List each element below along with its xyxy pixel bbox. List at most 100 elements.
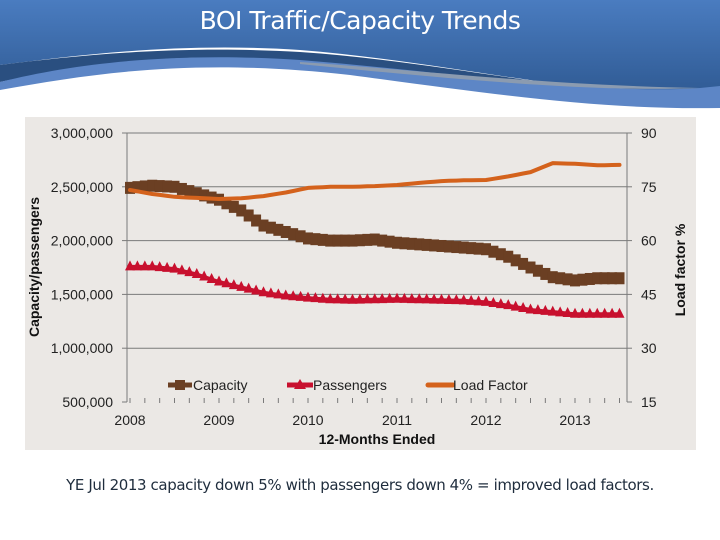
passengers-marker [199,270,210,281]
legend-passengers-marker [294,379,306,389]
chart-svg: 3,000,000 2,500,000 2,000,000 1,500,000 1,00… [26,125,688,447]
capacity-marker [525,261,536,274]
capacity-marker [162,180,173,193]
capacity-marker [154,180,165,193]
capacity-marker [599,272,610,285]
passengers-marker [295,290,306,301]
passengers-marker [406,293,417,304]
passengers-marker [147,260,158,271]
legend-item-capacity[interactable]: Capacity [168,377,247,393]
passengers-marker [614,307,625,318]
y-tick-label-right: 90 [641,125,657,141]
series-passengers [125,260,625,318]
passengers-marker [154,261,165,272]
header-wave-graphic [0,0,720,109]
capacity-marker [392,236,402,249]
passengers-marker [473,295,484,306]
y-axis-title-right: Load factor % [672,223,688,316]
capacity-marker [139,180,150,193]
passengers-marker [125,260,135,271]
passengers-marker [214,275,224,286]
y-axis-title-left: Capacity/passengers [26,197,42,337]
passengers-marker [176,264,187,275]
capacity-marker [191,187,202,200]
capacity-marker [473,242,484,255]
capacity-marker [532,264,543,277]
capacity-marker [503,250,514,263]
capacity-marker [132,181,143,194]
capacity-marker [184,185,195,198]
passengers-marker [258,286,269,297]
slide-footer-caption: YE Jul 2013 capacity down 5% with passen… [66,476,654,494]
capacity-marker [377,234,388,247]
passengers-marker [206,272,217,283]
capacity-marker [577,273,588,286]
passengers-marker [184,266,195,277]
capacity-marker [481,243,491,256]
passengers-marker [377,293,388,304]
capacity-marker [547,271,558,284]
passengers-marker [510,300,521,311]
passengers-marker [288,290,299,301]
passengers-marker [369,293,380,304]
series-load-factor [128,161,622,201]
capacity-marker [466,242,477,255]
passengers-marker [495,298,506,309]
passengers-marker [280,289,291,300]
passengers-marker [354,293,365,304]
series-line [128,161,622,201]
passengers-marker [414,293,425,304]
passengers-marker [191,267,202,278]
legend-item-passengers[interactable]: Passengers [287,377,387,393]
capacity-marker [458,241,469,254]
capacity-marker [362,233,373,246]
passengers-marker [265,287,276,298]
capacity-marker [317,233,328,246]
legend-passengers-label: Passengers [313,377,387,393]
y-tick-label-right: 45 [641,286,657,302]
x-tick-label: 2013 [559,412,590,428]
passengers-marker [532,304,543,315]
passengers-marker [607,307,618,318]
legend: Capacity Passengers Load Factor [168,377,528,393]
capacity-marker [510,254,521,267]
y-tick-label-right: 75 [641,179,657,195]
slide-title: BOI Traffic/Capacity Trends [199,6,521,35]
passengers-marker [547,305,558,316]
capacity-marker [607,272,618,285]
y-tick-label-left: 1,000,000 [51,340,113,356]
capacity-marker [243,209,254,222]
left-y-tick-labels: 3,000,000 2,500,000 2,000,000 1,500,000 1,00… [51,125,114,410]
capacity-marker [169,180,180,193]
passengers-marker [273,288,284,299]
passengers-marker [443,293,454,304]
passengers-marker [236,280,247,291]
chart-container: 3,000,000 2,500,000 2,000,000 1,500,000 1,00… [25,117,696,450]
axes [126,133,628,402]
capacity-marker [555,272,566,285]
y-tick-label-right: 15 [641,394,657,410]
passengers-marker [362,293,373,304]
capacity-marker [592,272,603,285]
passengers-marker [525,303,536,314]
capacity-marker [273,223,284,236]
passengers-marker [162,261,173,272]
slide-header: BOI Traffic/Capacity Trends [0,0,720,110]
capacity-marker [495,248,506,261]
y-tick-label-left: 1,500,000 [51,286,113,302]
series-layer [125,161,625,318]
passengers-marker [540,304,551,315]
capacity-marker [429,239,440,252]
passengers-marker [317,292,328,303]
passengers-marker [466,294,477,305]
capacity-marker [414,238,425,251]
capacity-marker [540,267,551,280]
y-tick-label-right: 60 [641,233,657,249]
legend-item-load-factor[interactable]: Load Factor [425,377,528,393]
passengers-marker [228,279,239,290]
passengers-marker [592,307,603,318]
passengers-marker [577,307,588,318]
passengers-marker [570,307,580,318]
capacity-marker [369,233,380,246]
capacity-marker [280,225,291,238]
